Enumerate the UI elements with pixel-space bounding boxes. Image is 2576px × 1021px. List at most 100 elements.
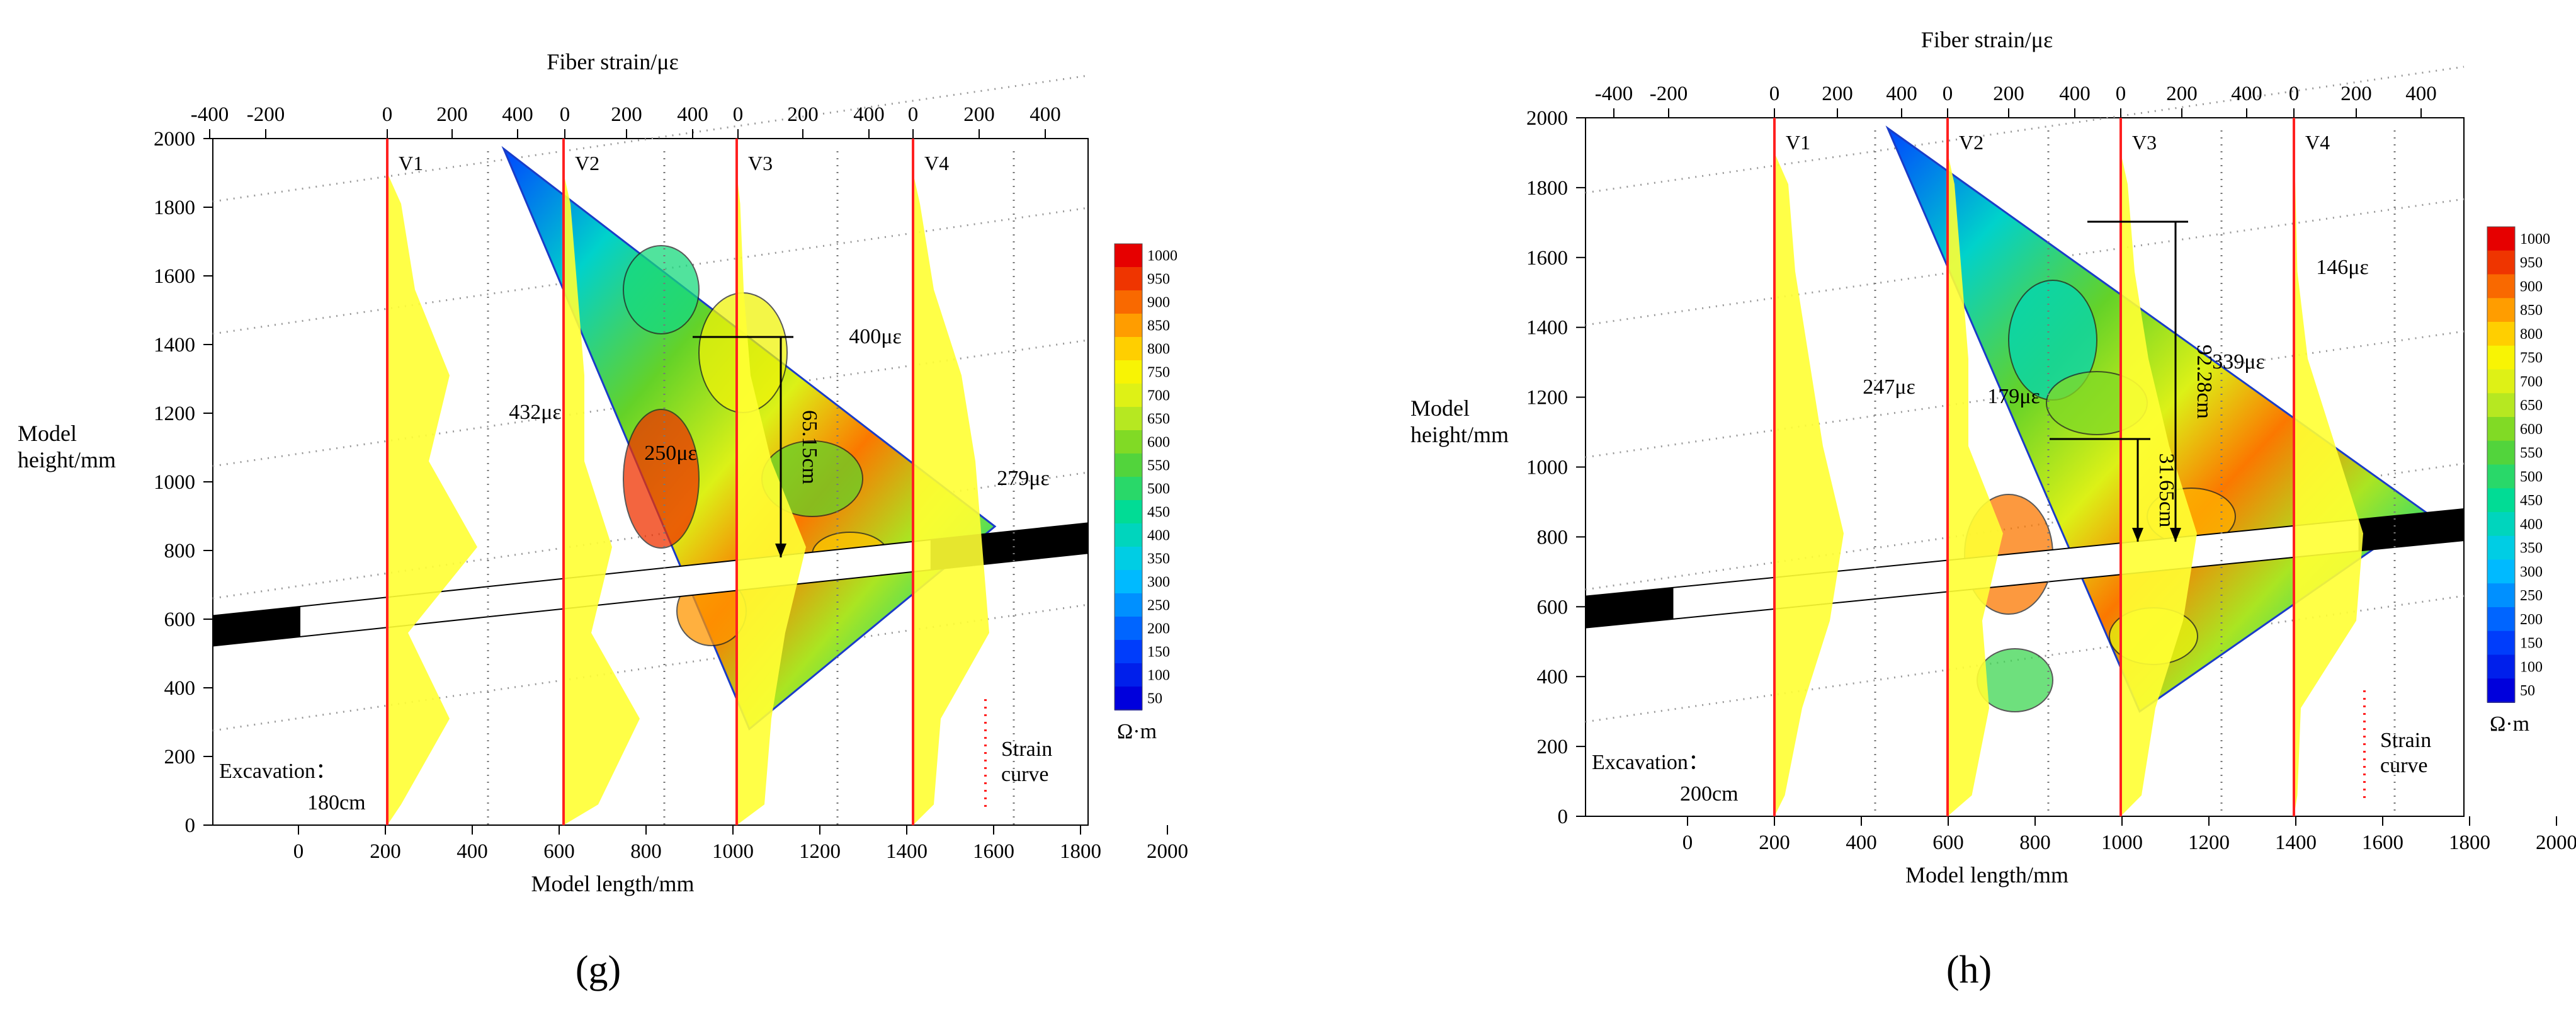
colorbar-cell <box>2487 417 2515 442</box>
colorbar-cell <box>2487 369 2515 394</box>
arrow-head <box>2132 528 2143 542</box>
strain-tick-label: 200 <box>2166 83 2198 105</box>
colorbar-tick-label: 750 <box>2520 350 2543 367</box>
colorbar-tick-label: 150 <box>1147 644 1170 661</box>
y-tick-label: 1800 <box>154 197 195 219</box>
x-tick-label: 800 <box>2019 831 2051 854</box>
arrow-head <box>2170 528 2181 542</box>
y-tick-label: 1600 <box>154 265 195 288</box>
strain-curve-v3 <box>2121 152 2197 817</box>
colorbar-cell <box>1115 687 1142 710</box>
y-tick-label: 600 <box>1537 596 1569 619</box>
strain-tick-label: 200 <box>787 103 819 126</box>
colorbar-cell <box>2487 464 2515 489</box>
y-tick-label: 1200 <box>1526 387 1568 409</box>
strain-tick-label: 0 <box>2116 83 2126 105</box>
colorbar-cell <box>2487 654 2515 680</box>
colorbar-unit: Ω·m <box>1117 720 1157 743</box>
excavation-label: Excavation： <box>1592 751 1710 774</box>
colorbar-tick-label: 900 <box>2520 278 2543 295</box>
colorbar-cell <box>2487 250 2515 275</box>
colorbar-tick-label: 500 <box>1147 481 1170 498</box>
x-tick-label: 0 <box>293 840 304 863</box>
strain-tick-label: 0 <box>2289 83 2300 105</box>
colorbar-frame <box>1114 243 1143 710</box>
colorbar-cell <box>2487 535 2515 561</box>
strain-curve-v4 <box>913 173 989 825</box>
colorbar-tick-label: 200 <box>2520 612 2543 628</box>
colorbar-cell <box>2487 322 2515 346</box>
colorbar-tick-label: 800 <box>2520 326 2543 343</box>
x-tick-label: 400 <box>457 840 488 863</box>
y-tick-label: 0 <box>185 814 196 837</box>
colorbar-frame <box>2487 226 2516 703</box>
colorbar-tick-label: 550 <box>2520 445 2543 462</box>
tunnel-end-left <box>213 606 300 646</box>
strain-tick-label: 0 <box>560 103 570 126</box>
y-tick-label: 800 <box>1537 526 1569 549</box>
strain-tick-label: 200 <box>1993 83 2024 105</box>
colorbar-tick-label: 850 <box>2520 302 2543 319</box>
strain-curve-legend-label: curve <box>2380 754 2428 777</box>
y-tick-label: 2000 <box>154 128 195 151</box>
panel-label: (h) <box>1946 949 1992 991</box>
colorbar-tick-label: 100 <box>1147 668 1170 684</box>
x-tick-label: 2000 <box>2536 831 2576 854</box>
colorbar-tick-label: 650 <box>1147 411 1170 428</box>
x-tick-label: 600 <box>1932 831 1964 854</box>
tunnel-end-right <box>2358 509 2464 551</box>
strain-tick-label: -200 <box>1650 83 1688 105</box>
x-tick-label: 1800 <box>2449 831 2490 854</box>
y-tick-label: 400 <box>164 677 196 700</box>
y-tick-label: 600 <box>164 608 196 631</box>
y-tick-label: 1400 <box>154 334 195 356</box>
x-tick-label: 1600 <box>2362 831 2403 854</box>
contour-blob <box>623 409 700 549</box>
strain-tick-label: 400 <box>853 103 885 126</box>
y-axis-title: height/mm <box>1410 422 1509 447</box>
x-tick-label: 1000 <box>2101 831 2143 854</box>
chart-panel-h: V1 V2 V3 V4 92.28cm 31.65cm 247με 179με 339με 146… <box>1410 27 2576 991</box>
strain-curve-v3 <box>737 173 806 825</box>
y-tick-label: 200 <box>1537 736 1569 758</box>
y-tick-label: 1400 <box>1526 317 1568 339</box>
x-tick-label: 2000 <box>1147 840 1188 863</box>
colorbar-cell <box>1115 640 1142 664</box>
y-tick-label: 0 <box>1558 806 1569 828</box>
colorbar-tick-label: 200 <box>1147 621 1170 637</box>
x-tick-label: 200 <box>1759 831 1790 854</box>
colorbar-tick-label: 950 <box>1147 271 1170 288</box>
colorbar-tick-label: 950 <box>2520 255 2543 271</box>
colorbar-tick-label: 450 <box>2520 493 2543 509</box>
strain-tick-label: -200 <box>247 103 285 126</box>
colorbar-tick-label: 400 <box>1147 528 1170 544</box>
colorbar-cell <box>1115 663 1142 687</box>
strain-curve-v2 <box>1948 152 2003 817</box>
y-tick-label: 1800 <box>1526 177 1568 200</box>
strain-tick-label: 400 <box>2231 83 2262 105</box>
x-axis-title: Model length/mm <box>531 871 695 896</box>
colorbar-cell <box>1115 453 1142 477</box>
colorbar-tick-label: 900 <box>1147 295 1170 311</box>
strain-tick-label: -400 <box>1595 83 1633 105</box>
strain-tick-label: 200 <box>1822 83 1853 105</box>
v-label-4: V4 <box>924 152 949 174</box>
strain-tick-label: 400 <box>677 103 708 126</box>
v-label-1: V1 <box>1786 131 1810 154</box>
x-tick-label: 1600 <box>973 840 1014 863</box>
colorbar-cell <box>2487 393 2515 418</box>
colorbar-tick-label: 350 <box>2520 540 2543 557</box>
strain-tick-label: 400 <box>502 103 533 126</box>
y-axis-title: Model <box>1410 396 1470 421</box>
arrow-head <box>775 544 786 557</box>
strain-tick-label: 200 <box>436 103 468 126</box>
colorbar-cell <box>2487 607 2515 632</box>
colorbar-cell <box>1115 570 1142 594</box>
colorbar-tick-label: 450 <box>1147 505 1170 521</box>
x-tick-label: 200 <box>370 840 401 863</box>
strain-curve-v4 <box>2294 152 2363 817</box>
strain-annotation: 432με <box>509 401 562 424</box>
colorbar-cell <box>1115 337 1142 361</box>
guide-line <box>1585 66 2465 194</box>
strain-curve-legend-label: curve <box>1001 763 1049 786</box>
